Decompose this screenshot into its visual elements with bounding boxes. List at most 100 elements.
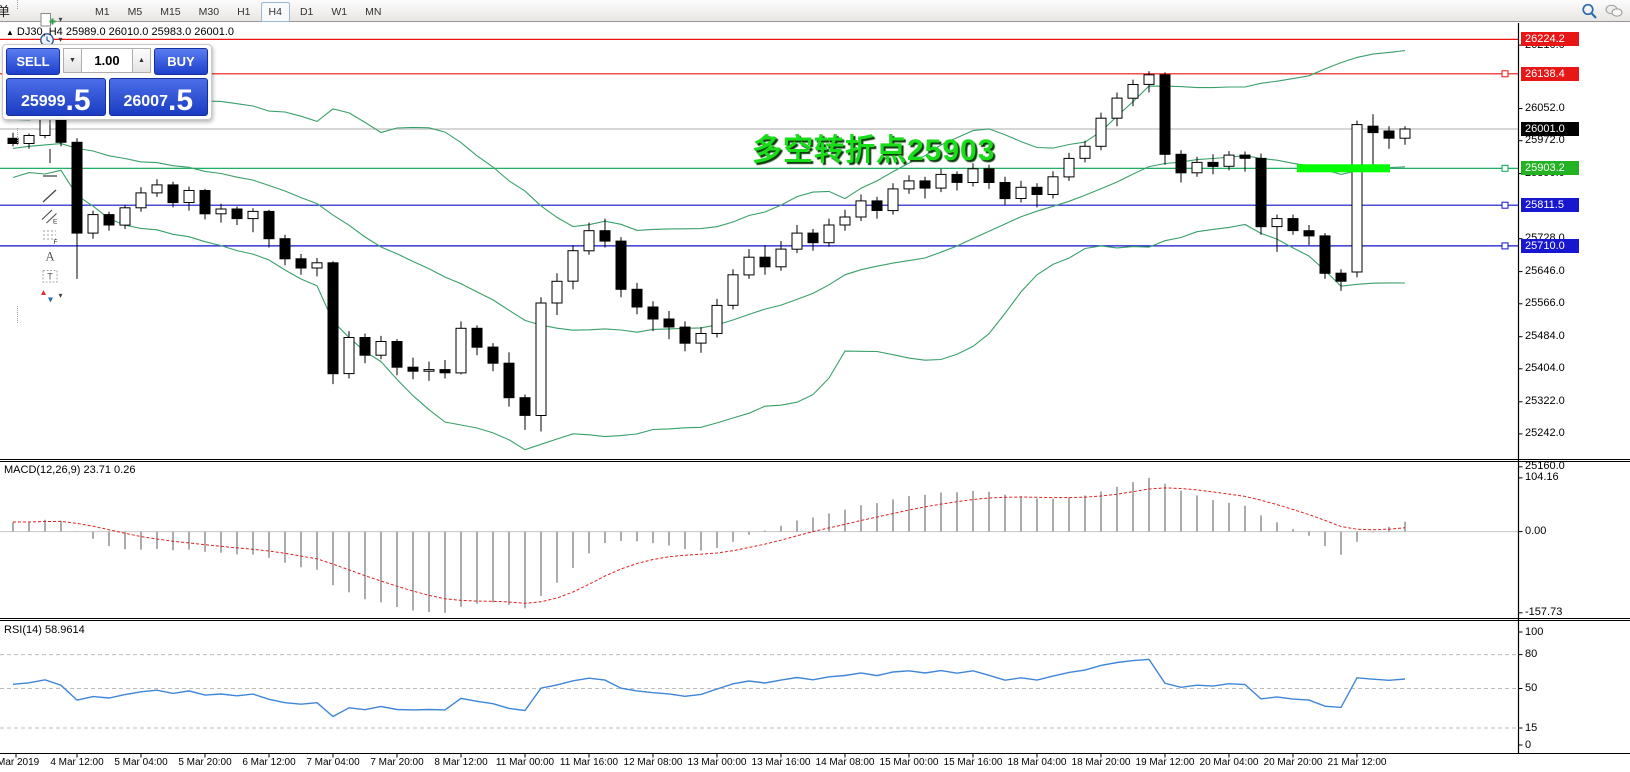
equidistant-channel-button[interactable]: E: [13, 206, 86, 226]
price-line-badge: 26138.4: [1521, 67, 1579, 81]
chart-text-annotation[interactable]: 多空转折点25903: [752, 134, 996, 167]
horizontal-line-button[interactable]: [13, 166, 86, 186]
time-axis-label: 20 Mar 04:00: [1199, 757, 1259, 768]
price-axis-tick: 25322.0: [1525, 395, 1565, 407]
time-axis-label: Mar 2019: [0, 757, 40, 768]
timeframe-button-m15[interactable]: M15: [160, 5, 181, 18]
arrows-icon: [40, 289, 53, 302]
price-line-badge: 25903.2: [1521, 161, 1579, 175]
highlight-bar-object[interactable]: [1297, 164, 1390, 173]
buy-button[interactable]: BUY: [154, 48, 208, 75]
macd-pane[interactable]: [0, 477, 1518, 613]
sell-button[interactable]: SELL: [6, 48, 60, 75]
text-label-button[interactable]: T: [13, 266, 86, 286]
chat-button[interactable]: [1602, 1, 1626, 21]
main-price-pane[interactable]: [0, 38, 1518, 451]
window-triangle-icon: ▲: [6, 28, 14, 37]
search-button[interactable]: [1578, 1, 1602, 21]
timeframe-button-d1[interactable]: D1: [299, 5, 314, 18]
timeframe-button-mn[interactable]: MN: [365, 5, 382, 18]
rsi-axis-tick: 0: [1525, 739, 1532, 751]
time-axis-label: 5 Mar 04:00: [114, 757, 168, 768]
toolbar-separator: [17, 0, 19, 9]
partial-menu-char: 单: [0, 4, 11, 19]
time-axis-label: 12 Mar 08:00: [623, 757, 683, 768]
volume-down-button[interactable]: ▼: [63, 48, 82, 73]
chart-title: ▲ DJ30, H4 25989.0 26010.0 25983.0 26001.…: [6, 26, 234, 38]
price-line-badge: 25710.0: [1521, 239, 1579, 253]
horizontal-line-icon: [42, 174, 57, 177]
rsi-pane[interactable]: [0, 654, 1518, 729]
equidistant-channel-icon: E: [41, 209, 58, 225]
rsi-indicator-label: RSI(14) 58.9614: [4, 624, 85, 636]
volume-up-button[interactable]: ▲: [132, 48, 151, 73]
sell-price-display[interactable]: 25999.5: [6, 78, 106, 116]
toolbar-separator: [17, 127, 19, 145]
price-line-badge: 25811.5: [1521, 198, 1579, 212]
time-axis-label: 21 Mar 12:00: [1327, 757, 1387, 768]
time-axis-label: 14 Mar 08:00: [815, 757, 875, 768]
timeframe-button-h1[interactable]: H1: [237, 5, 251, 18]
search-icon: [1582, 3, 1597, 19]
timeframe-button-m5[interactable]: M5: [127, 5, 143, 18]
arrows-button[interactable]: ▾: [13, 286, 86, 306]
timeframe-toolbar: M1 M5 M15 M30 H1 H4 D1 W1 MN: [86, 1, 390, 22]
price-axis-tick: 25242.0: [1525, 427, 1565, 439]
macd-axis-tick: 104.16: [1525, 471, 1559, 483]
time-axis-label: 7 Mar 04:00: [306, 757, 360, 768]
periods-dropdown-icon: [39, 32, 54, 47]
timeframe-button-w1[interactable]: W1: [331, 5, 348, 18]
price-axis-tick: 25972.0: [1525, 134, 1565, 146]
macd-axis-tick: -157.73: [1525, 606, 1563, 618]
vertical-line-button[interactable]: [13, 146, 86, 166]
volume-input[interactable]: 1.00: [82, 48, 132, 73]
time-axis-label: 18 Mar 20:00: [1071, 757, 1131, 768]
time-axis-label: 13 Mar 16:00: [751, 757, 811, 768]
timeframe-button-m1[interactable]: M1: [95, 5, 110, 18]
line-handle[interactable]: [1501, 201, 1509, 209]
new-chart-icon: [40, 12, 55, 26]
trendline-button[interactable]: [13, 186, 86, 206]
time-axis-label: 15 Mar 16:00: [943, 757, 1003, 768]
time-axis-label: 19 Mar 12:00: [1135, 757, 1195, 768]
time-axis-label: 20 Mar 20:00: [1263, 757, 1323, 768]
price-line-badge: 26224.2: [1521, 32, 1579, 46]
time-axis-label: 8 Mar 12:00: [434, 757, 488, 768]
buy-price-frac: .5: [167, 83, 194, 117]
chevron-down-icon[interactable]: ▾: [58, 291, 63, 300]
chat-icon: [1605, 4, 1623, 17]
time-axis-label: 4 Mar 12:00: [50, 757, 104, 768]
time-axis-label: 5 Mar 20:00: [178, 757, 232, 768]
periods-dropdown-button[interactable]: ▾: [13, 30, 86, 50]
svg-text:A: A: [45, 249, 54, 263]
new-chart-button[interactable]: ▾: [13, 10, 86, 30]
text-button[interactable]: A: [13, 246, 86, 266]
line-handle[interactable]: [1501, 242, 1509, 250]
text-label-icon: T: [42, 269, 58, 282]
timeframe-button-h4[interactable]: H4: [260, 1, 290, 22]
time-axis-label: 7 Mar 20:00: [370, 757, 424, 768]
time-axis-label: 13 Mar 00:00: [687, 757, 747, 768]
price-axis-tick: 25484.0: [1525, 330, 1565, 342]
rsi-axis-tick: 100: [1525, 626, 1544, 638]
price-axis-tick: 25566.0: [1525, 297, 1565, 309]
line-handle[interactable]: [1501, 70, 1509, 78]
price-axis-tick: 25646.0: [1525, 265, 1565, 277]
fibonacci-button[interactable]: F: [13, 226, 86, 246]
chevron-down-icon[interactable]: ▾: [58, 35, 63, 44]
line-handle[interactable]: [1501, 164, 1509, 172]
vertical-line-icon: [48, 148, 51, 163]
svg-text:E: E: [53, 218, 58, 225]
timeframe-button-m30[interactable]: M30: [198, 5, 220, 18]
rsi-axis-tick: 80: [1525, 648, 1538, 660]
one-click-trading-panel: SELL ▼ 1.00 ▲ BUY 25999.5 26007.5: [2, 44, 212, 120]
text-icon: A: [45, 249, 54, 263]
rsi-axis-tick: 15: [1525, 722, 1538, 734]
sell-price-main: 25999: [20, 93, 66, 110]
chevron-down-icon[interactable]: ▾: [58, 15, 63, 24]
buy-price-display[interactable]: 26007.5: [108, 78, 208, 117]
toolbar-separator: [17, 305, 19, 323]
